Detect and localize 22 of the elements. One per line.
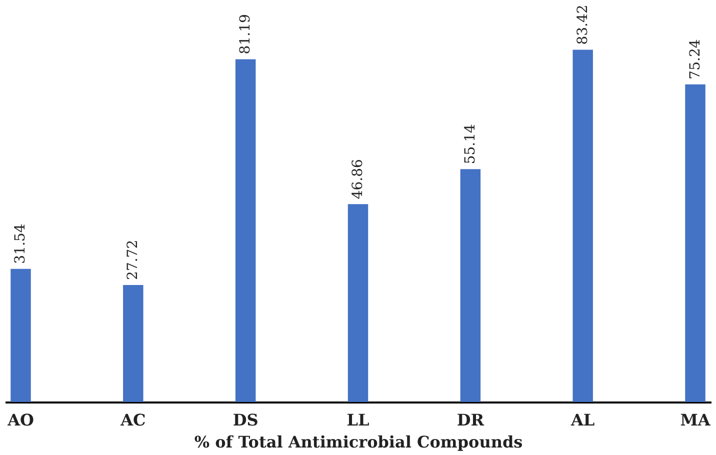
data-label: 55.14 <box>462 124 478 164</box>
data-label: 83.42 <box>574 4 591 45</box>
data-label: 31.54 <box>12 224 29 264</box>
x-tick-label: LL <box>346 410 370 430</box>
data-label: 81.19 <box>238 14 254 54</box>
x-tick-label: AO <box>6 410 34 430</box>
data-label: 27.72 <box>125 240 142 280</box>
bar <box>572 50 593 402</box>
bar <box>123 284 144 402</box>
bar <box>10 268 31 402</box>
x-tick-label: DS <box>232 410 258 430</box>
x-tick-label: AC <box>120 410 146 430</box>
bar <box>685 84 706 402</box>
x-tick-label: MA <box>680 410 711 430</box>
x-tick-label: DR <box>456 410 485 430</box>
bar <box>348 204 368 402</box>
x-tick-label: AL <box>570 410 595 430</box>
data-label: 75.24 <box>687 39 704 80</box>
bar <box>235 59 256 402</box>
data-label: 46.86 <box>350 158 366 200</box>
x-axis-title: % of Total Antimicrobial Compounds <box>194 432 523 452</box>
bar <box>460 169 481 402</box>
